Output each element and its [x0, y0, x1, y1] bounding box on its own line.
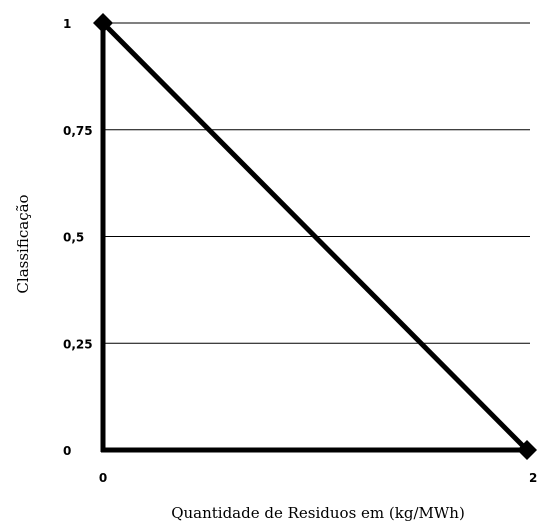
- axes: [100, 21, 527, 453]
- data-point-0-1: [517, 440, 537, 460]
- y-tick-labels: 0 0,25 0,5 0,75 1: [63, 17, 93, 458]
- x-tick-label-1: 20: [529, 471, 537, 485]
- y-axis-title: Classificação: [14, 194, 32, 293]
- y-tick-label-3: 0,75: [63, 124, 93, 138]
- series-line-0: [101, 21, 529, 452]
- data-point-0-0: [93, 13, 113, 33]
- x-tick-label-0: 0: [99, 471, 107, 485]
- y-tick-label-0: 0: [63, 444, 71, 458]
- x-tick-labels: 0 20: [99, 471, 537, 485]
- gridlines: [103, 22, 530, 344]
- y-tick-label-4: 1: [63, 17, 71, 31]
- x-axis-title: Quantidade de Residuos em (kg/MWh): [171, 504, 465, 522]
- y-tick-label-1: 0,25: [63, 337, 93, 351]
- y-tick-label-2: 0,5: [63, 231, 84, 245]
- series-group: [93, 13, 537, 460]
